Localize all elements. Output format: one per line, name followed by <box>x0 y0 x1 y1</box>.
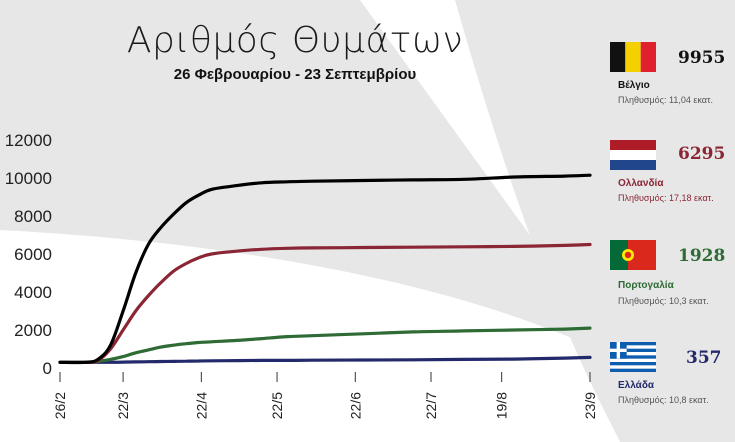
y-axis: 0 2000 4000 6000 8000 10000 12000 <box>5 131 52 378</box>
x-tick-label: 22/3 <box>115 392 131 419</box>
deaths-count-portugal: 1928 <box>678 246 726 266</box>
x-tick-label: 22/6 <box>347 392 363 419</box>
x-tick-label: 22/7 <box>423 392 439 419</box>
background-gray-wedge-right <box>455 0 735 442</box>
country-name-netherlands: Ολλανδία <box>618 178 664 189</box>
country-name-portugal: Πορτογαλία <box>618 280 674 291</box>
y-tick-label: 2000 <box>14 321 52 340</box>
y-tick-label: 8000 <box>14 207 52 226</box>
x-tick-label: 22/4 <box>193 392 209 419</box>
belgium-flag-icon <box>610 42 656 72</box>
x-tick-label: 19/8 <box>494 392 510 419</box>
y-tick-label: 10000 <box>5 169 52 188</box>
netherlands-flag-icon <box>610 140 656 170</box>
x-axis: 26/2 22/3 22/4 22/5 22/6 22/7 19/8 23/9 <box>52 372 598 419</box>
series-line <box>58 355 592 364</box>
series-lines <box>58 173 592 365</box>
series-line <box>58 242 592 365</box>
country-name-greece: Ελλάδα <box>618 380 655 391</box>
y-tick-label: 4000 <box>14 283 52 302</box>
country-panel-portugal: 1928 Πορτογαλία Πληθυσμός: 10,3 εκατ. <box>610 240 730 320</box>
population-belgium: Πληθυσμός: 11,04 εκατ. <box>618 95 714 105</box>
country-panel-belgium: 9955 Βέλγιο Πληθυσμός: 11,04 εκατ. <box>610 42 730 142</box>
deaths-count-netherlands: 6295 <box>678 144 726 164</box>
x-tick-label: 22/5 <box>269 392 285 419</box>
deaths-count-belgium: 9955 <box>678 48 726 68</box>
population-netherlands: Πληθυσμός: 17,18 εκατ. <box>618 193 714 203</box>
population-portugal: Πληθυσμός: 10,3 εκατ. <box>618 296 709 306</box>
x-tick-label: 26/2 <box>52 392 68 419</box>
portugal-flag-icon <box>610 240 656 270</box>
y-tick-label: 0 <box>43 359 52 378</box>
y-tick-label: 6000 <box>14 245 52 264</box>
chart-title: Αριθμός Θυμάτων <box>126 20 464 61</box>
population-greece: Πληθυσμός: 10,8 εκατ. <box>618 395 709 405</box>
chart-subtitle: 26 Φεβρουαρίου - 23 Σεπτεμβρίου <box>173 66 417 83</box>
y-tick-label: 12000 <box>5 131 52 150</box>
country-name-belgium: Βέλγιο <box>618 80 650 91</box>
series-line <box>58 173 592 365</box>
country-panel-netherlands: 6295 Ολλανδία Πληθυσμός: 17,18 εκατ. <box>610 140 730 220</box>
x-tick-label: 23/9 <box>582 392 598 419</box>
series-line <box>58 326 592 364</box>
greece-flag-icon <box>610 342 656 372</box>
country-panel-greece: 357 Ελλάδα Πληθυσμός: 10,8 εκατ. <box>610 342 730 422</box>
deaths-count-greece: 357 <box>686 348 722 368</box>
